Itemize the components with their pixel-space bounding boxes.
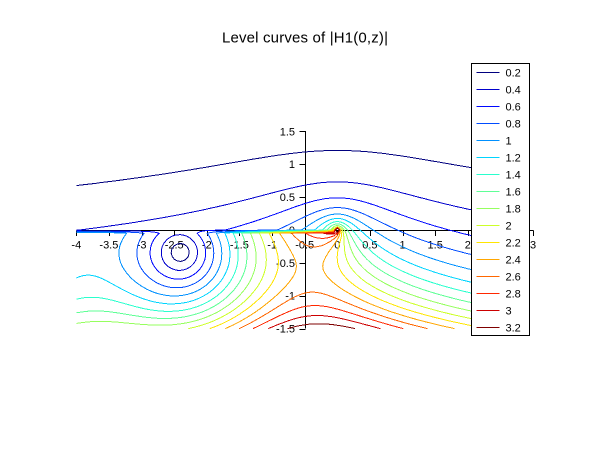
svg-text:2: 2 [465,239,471,251]
svg-text:1.2: 1.2 [506,152,521,164]
svg-text:2.2: 2.2 [506,237,521,249]
svg-text:-2: -2 [202,239,212,251]
svg-text:2.4: 2.4 [506,254,521,266]
svg-text:2: 2 [506,220,512,232]
svg-text:-3.5: -3.5 [99,239,118,251]
svg-text:0.4: 0.4 [506,84,521,96]
svg-text:1: 1 [399,239,405,251]
svg-text:0.5: 0.5 [280,192,295,204]
svg-text:1.8: 1.8 [506,203,521,215]
svg-text:2.6: 2.6 [506,271,521,283]
svg-text:3: 3 [530,239,536,251]
svg-text:1.5: 1.5 [280,126,295,138]
svg-text:-1: -1 [267,239,277,251]
svg-text:-0.5: -0.5 [276,258,295,270]
svg-text:1.5: 1.5 [428,239,443,251]
svg-text:1.6: 1.6 [506,186,521,198]
svg-text:2.8: 2.8 [506,288,521,300]
svg-text:-1.5: -1.5 [276,324,295,336]
svg-text:0.2: 0.2 [506,67,521,79]
svg-text:3: 3 [506,305,512,317]
svg-text:0: 0 [334,239,340,251]
svg-text:-3: -3 [137,239,147,251]
svg-text:-1.5: -1.5 [230,239,249,251]
svg-text:3.2: 3.2 [506,322,521,334]
svg-text:1.4: 1.4 [506,169,521,181]
svg-text:-1: -1 [285,291,295,303]
svg-text:-0.5: -0.5 [295,239,314,251]
svg-text:1: 1 [289,159,295,171]
svg-text:-4: -4 [71,239,81,251]
svg-text:Level curves of |H1(0,z)|: Level curves of |H1(0,z)| [222,30,388,47]
svg-text:1: 1 [506,135,512,147]
svg-text:0.8: 0.8 [506,118,521,130]
svg-text:0.6: 0.6 [506,101,521,113]
